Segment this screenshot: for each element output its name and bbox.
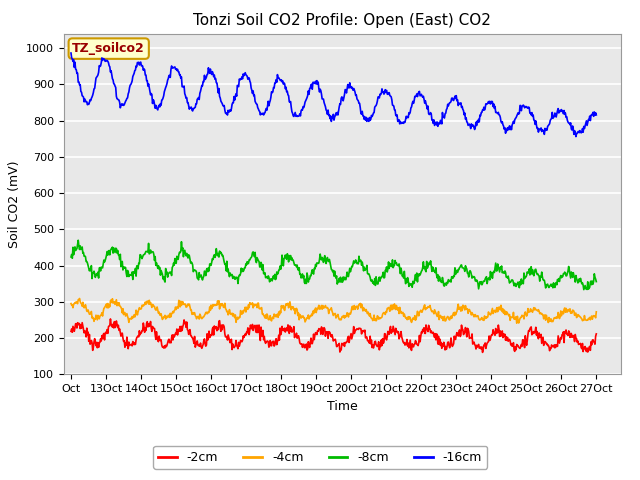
- Title: Tonzi Soil CO2 Profile: Open (East) CO2: Tonzi Soil CO2 Profile: Open (East) CO2: [193, 13, 492, 28]
- Text: TZ_soilco2: TZ_soilco2: [72, 42, 145, 55]
- X-axis label: Time: Time: [327, 400, 358, 413]
- Y-axis label: Soil CO2 (mV): Soil CO2 (mV): [8, 160, 20, 248]
- Legend: -2cm, -4cm, -8cm, -16cm: -2cm, -4cm, -8cm, -16cm: [153, 446, 487, 469]
